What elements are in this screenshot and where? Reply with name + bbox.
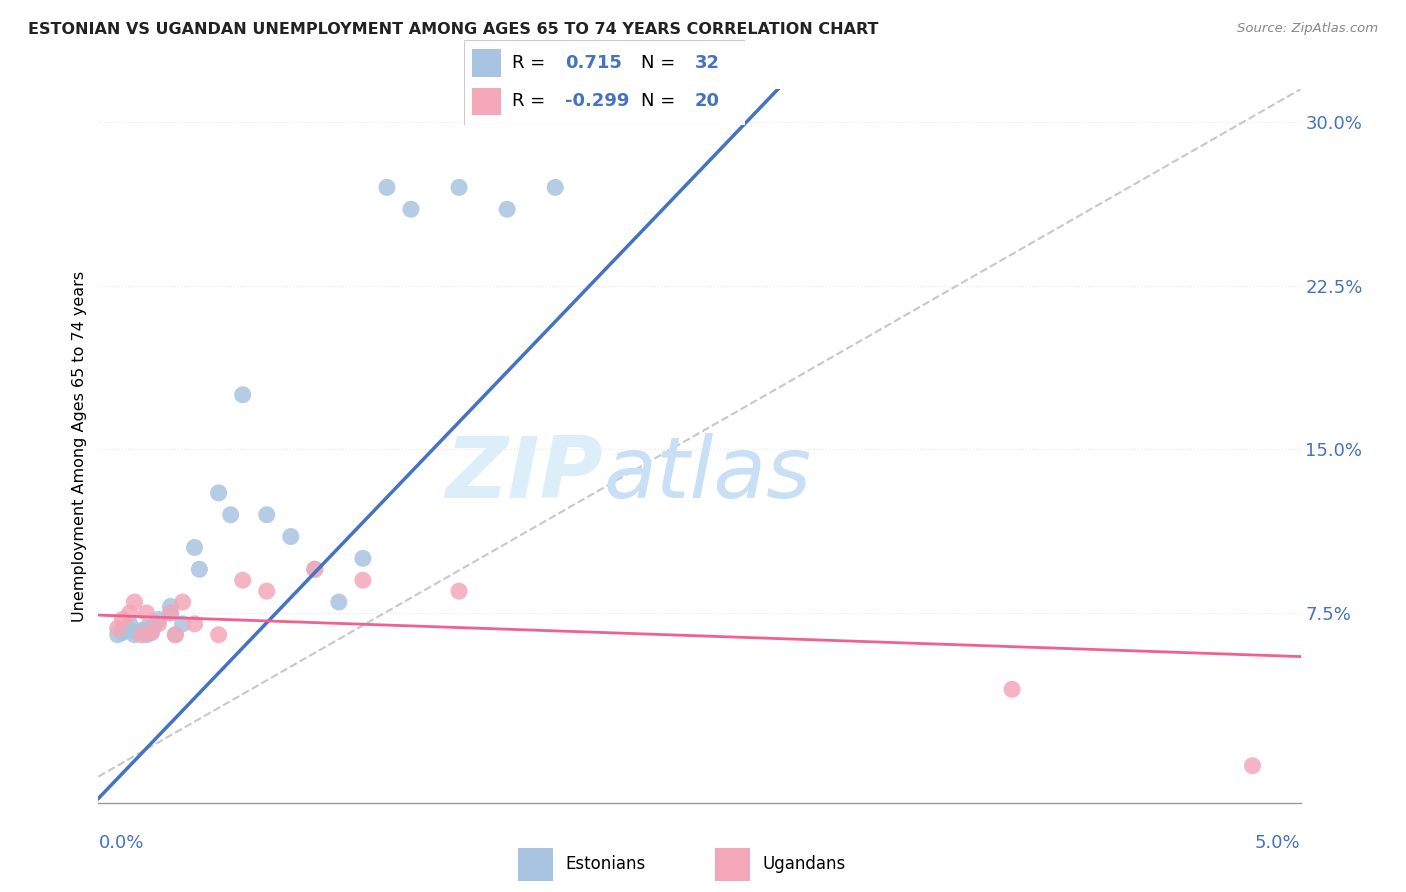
Text: R =: R = xyxy=(512,92,546,110)
Point xyxy=(183,541,205,555)
Text: N =: N = xyxy=(641,92,675,110)
Text: atlas: atlas xyxy=(603,433,811,516)
Text: Ugandans: Ugandans xyxy=(762,855,845,873)
Point xyxy=(148,612,170,626)
Text: -0.299: -0.299 xyxy=(565,92,630,110)
Point xyxy=(232,388,254,402)
Point xyxy=(232,573,254,587)
Point xyxy=(352,551,374,566)
Point xyxy=(107,628,129,642)
Point xyxy=(117,621,139,635)
Text: ESTONIAN VS UGANDAN UNEMPLOYMENT AMONG AGES 65 TO 74 YEARS CORRELATION CHART: ESTONIAN VS UGANDAN UNEMPLOYMENT AMONG A… xyxy=(28,22,879,37)
Point xyxy=(141,625,163,640)
Point xyxy=(399,202,422,217)
Point xyxy=(544,180,567,194)
Point xyxy=(107,621,129,635)
Point xyxy=(328,595,350,609)
Point xyxy=(188,562,211,576)
Point xyxy=(172,595,194,609)
Point xyxy=(447,584,470,599)
Text: 0.0%: 0.0% xyxy=(98,834,143,852)
Point xyxy=(118,606,141,620)
FancyBboxPatch shape xyxy=(714,848,751,880)
Point xyxy=(141,625,163,640)
Point xyxy=(124,628,146,642)
Point xyxy=(111,625,134,640)
Point xyxy=(219,508,242,522)
Point xyxy=(165,628,187,642)
Point xyxy=(172,616,194,631)
Point xyxy=(159,606,181,620)
Text: 20: 20 xyxy=(695,92,720,110)
Point xyxy=(131,624,153,638)
Point xyxy=(496,202,519,217)
Text: 0.715: 0.715 xyxy=(565,54,621,72)
Point xyxy=(135,628,157,642)
Point xyxy=(111,624,134,638)
Text: 32: 32 xyxy=(695,54,720,72)
FancyBboxPatch shape xyxy=(472,49,501,77)
Y-axis label: Unemployment Among Ages 65 to 74 years: Unemployment Among Ages 65 to 74 years xyxy=(72,270,87,622)
Point xyxy=(165,628,187,642)
Text: Source: ZipAtlas.com: Source: ZipAtlas.com xyxy=(1237,22,1378,36)
Point xyxy=(125,625,148,640)
Point xyxy=(352,573,374,587)
Point xyxy=(375,180,398,194)
Point xyxy=(1241,758,1264,772)
Point xyxy=(135,621,157,635)
Point xyxy=(304,562,326,576)
Point xyxy=(208,628,231,642)
Text: R =: R = xyxy=(512,54,546,72)
Point xyxy=(256,584,278,599)
Point xyxy=(159,606,181,620)
Text: ZIP: ZIP xyxy=(446,433,603,516)
Point xyxy=(111,612,134,626)
Point xyxy=(447,180,470,194)
FancyBboxPatch shape xyxy=(517,848,554,880)
Point xyxy=(280,530,302,544)
Point xyxy=(148,616,170,631)
Point xyxy=(124,595,146,609)
Point xyxy=(131,628,153,642)
Text: Estonians: Estonians xyxy=(565,855,645,873)
Text: N =: N = xyxy=(641,54,675,72)
Point xyxy=(183,616,205,631)
Point xyxy=(142,619,165,633)
Point xyxy=(256,508,278,522)
Point xyxy=(208,486,231,500)
Point xyxy=(118,616,141,631)
Point xyxy=(1001,682,1024,697)
Point xyxy=(159,599,181,614)
Point xyxy=(135,606,157,620)
Point xyxy=(304,562,326,576)
Text: 5.0%: 5.0% xyxy=(1256,834,1301,852)
FancyBboxPatch shape xyxy=(464,40,745,125)
FancyBboxPatch shape xyxy=(472,87,501,115)
